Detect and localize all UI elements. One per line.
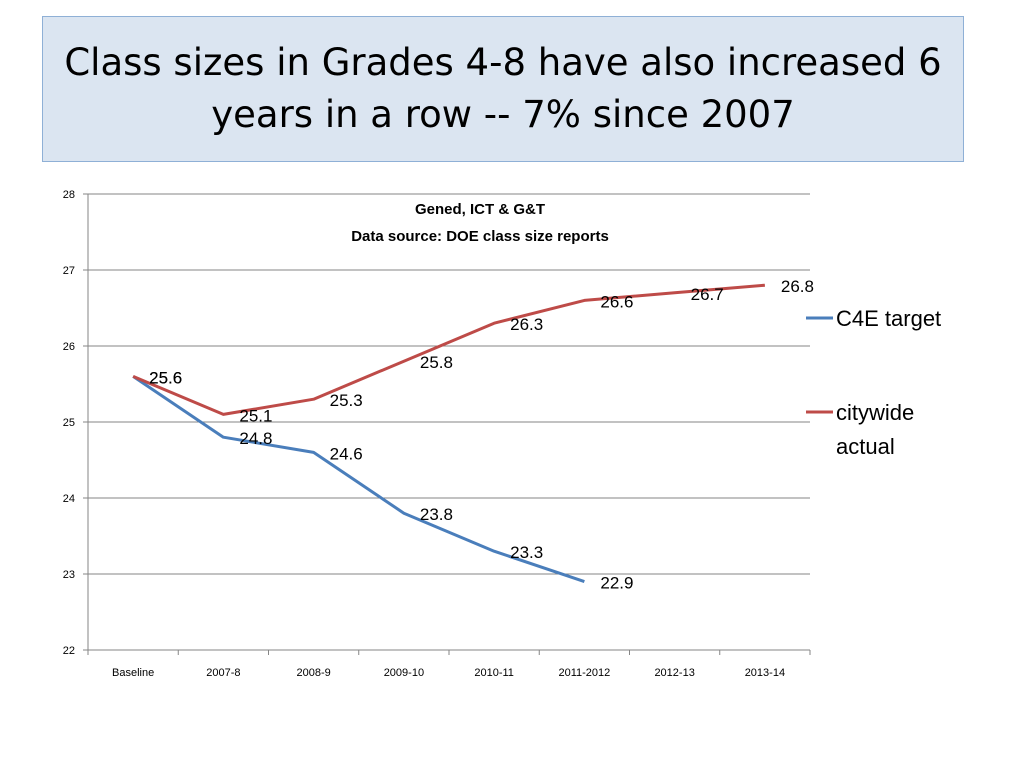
x-tick-label: 2012-13 <box>654 667 694 679</box>
gridlines <box>88 193 810 575</box>
x-tick-label: 2009-10 <box>384 667 424 679</box>
chart-title-line-2: Data source: DOE class size reports <box>351 228 609 245</box>
x-tick-label: 2008-9 <box>296 667 330 679</box>
data-label: 26.3 <box>510 315 543 334</box>
data-label: 22.9 <box>600 574 633 593</box>
data-label: 25.8 <box>420 353 453 372</box>
slide-title-box: Class sizes in Grades 4-8 have also incr… <box>42 16 964 162</box>
slide-title: Class sizes in Grades 4-8 have also incr… <box>64 41 942 136</box>
data-label: 26.8 <box>781 277 814 296</box>
data-label: 25.3 <box>330 391 363 410</box>
data-label: 24.6 <box>330 444 363 463</box>
legend-label: actual <box>836 434 895 459</box>
data-label: 24.8 <box>239 429 272 448</box>
x-tick-label: 2010-11 <box>474 667 514 679</box>
legend-label: citywide <box>836 400 914 425</box>
y-tick-label: 22 <box>63 645 75 657</box>
data-labels: 25.624.824.623.823.322.925.625.125.325.8… <box>149 277 814 592</box>
x-tick-label: 2013-14 <box>745 667 785 679</box>
legend: C4E target citywide actual <box>806 306 941 459</box>
chart-title-line-1: Gened, ICT & G&T <box>415 201 545 218</box>
data-label: 26.6 <box>600 292 633 311</box>
x-tick-label: Baseline <box>112 667 154 679</box>
x-tick-label: 2011-2012 <box>558 667 610 679</box>
data-label: 23.8 <box>420 505 453 524</box>
data-label: 25.6 <box>149 368 182 387</box>
axes: 22 23 24 25 26 27 28 Baseline 2007-8 2008-9 2009-1… <box>63 189 811 679</box>
data-label: 23.3 <box>510 543 543 562</box>
data-label: 25.6 <box>149 368 182 387</box>
y-tick-label: 25 <box>63 417 75 429</box>
y-tick-label: 24 <box>63 493 75 505</box>
y-tick-label: 23 <box>63 569 75 581</box>
x-tick-label: 2007-8 <box>206 667 240 679</box>
y-tick-label: 26 <box>63 341 75 353</box>
legend-label: C4E target <box>836 306 941 331</box>
y-tick-label: 28 <box>63 189 75 201</box>
data-label: 26.7 <box>691 285 724 304</box>
series-line-citywide-actual <box>132 283 766 416</box>
data-label: 25.1 <box>239 406 272 425</box>
y-tick-label: 27 <box>63 265 75 277</box>
series-line-c4e-target <box>132 375 585 584</box>
series-lines <box>132 283 766 584</box>
